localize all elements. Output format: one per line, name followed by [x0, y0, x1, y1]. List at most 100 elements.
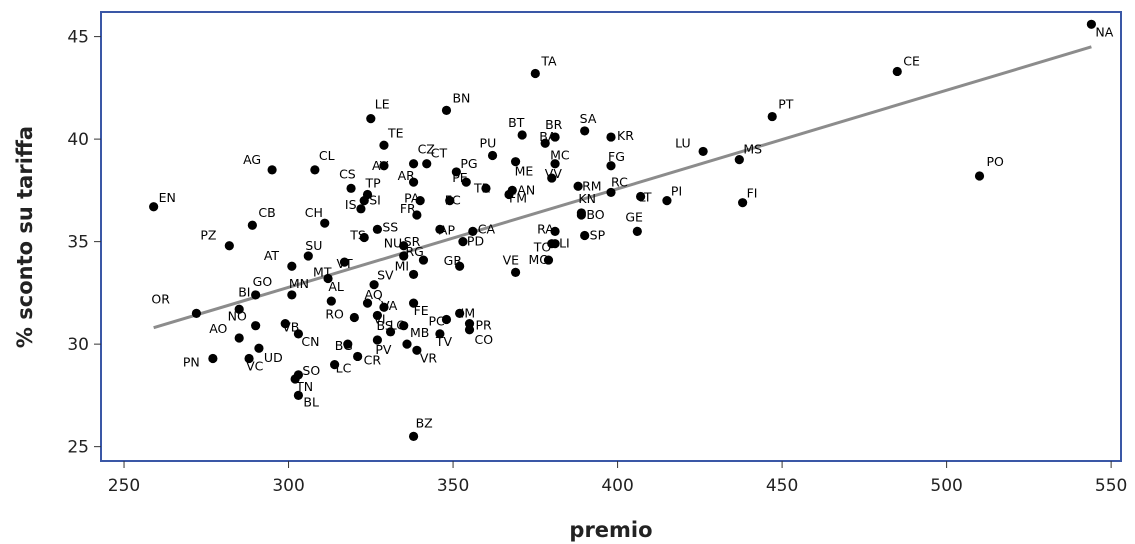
point-label-su: SU [305, 238, 322, 253]
point-label-tv: TV [435, 334, 453, 349]
point-label-pc: PC [428, 314, 445, 329]
point-rc [606, 187, 616, 198]
point-label-cz: CZ [418, 142, 435, 157]
point-ca [468, 226, 478, 236]
point-label-ms: MS [743, 142, 762, 157]
point-label-pr: PR [476, 318, 493, 333]
point-label-gr: GR [444, 253, 463, 268]
point-ra [550, 226, 560, 236]
point-label-va: VA [381, 298, 398, 313]
point-label-pa: PA [404, 191, 420, 206]
point-gr [455, 261, 465, 271]
point-label-bi: BI [238, 284, 250, 299]
point-label-ap: AP [439, 222, 456, 237]
point-rg [418, 255, 429, 265]
point-pv [372, 335, 382, 345]
point-bi [234, 304, 244, 314]
point-label-cr: CR [364, 352, 382, 367]
point-ag [267, 165, 277, 175]
point-label-vt: VT [336, 256, 353, 271]
point-cz [408, 159, 419, 169]
point-label-pz: PZ [200, 228, 216, 243]
point-label-kr: KR [617, 128, 634, 143]
point-label-tp: TP [365, 175, 382, 190]
point-cs [346, 183, 356, 193]
point-cn [293, 329, 304, 339]
point-fi [738, 198, 748, 208]
point-label-vv: VV [545, 166, 563, 181]
point-label-to: TO [533, 240, 552, 255]
point-pn [208, 353, 218, 364]
point-vi [372, 310, 382, 321]
point-pe [461, 177, 471, 187]
y-tick-label-35: 35 [67, 233, 89, 253]
y-tick-label-25: 25 [67, 438, 89, 458]
point-mo [543, 255, 554, 265]
point-label-po: PO [987, 154, 1005, 169]
point-label-le: LE [375, 97, 390, 112]
point-bs [385, 327, 396, 337]
point-label-bn: BN [452, 90, 470, 105]
point-label-pd: PD [467, 234, 484, 249]
point-label-bz: BZ [416, 415, 433, 430]
point-label-no: NO [228, 309, 247, 324]
point-label-cn: CN [301, 334, 319, 349]
point-label-sp: SP [590, 227, 606, 242]
y-axis-title: % sconto su tariffa [13, 126, 37, 348]
point-pc [441, 314, 452, 325]
point-label-ts: TS [349, 228, 366, 243]
point-label-rg: RG [405, 244, 423, 259]
point-label-tn: TN [295, 379, 313, 394]
point-ge [632, 226, 642, 236]
point-label-fi: FI [747, 186, 758, 201]
point-label-vi: VI [373, 311, 385, 326]
point-mt [323, 273, 333, 284]
point-mn [287, 290, 297, 300]
point-go [251, 290, 261, 300]
x-tick-label-550: 550 [1095, 476, 1127, 496]
point-label-cb: CB [258, 205, 275, 220]
point-label-ct: CT [431, 146, 448, 161]
point-label-pi: PI [671, 184, 682, 199]
data-points [149, 19, 1096, 441]
point-label-tr: TR [473, 180, 491, 195]
point-label-ar: AR [398, 168, 416, 183]
point-label-me: ME [515, 164, 534, 179]
point-mc [550, 159, 560, 169]
point-label-br: BR [545, 117, 563, 132]
point-label-go: GO [253, 274, 273, 289]
point-bo [576, 210, 586, 220]
x-tick-label-250: 250 [108, 476, 140, 496]
point-label-ve: VE [503, 252, 520, 267]
point-label-at: AT [264, 248, 280, 263]
x-tick-label-350: 350 [437, 476, 469, 496]
point-lc [330, 360, 340, 370]
point-va [379, 302, 389, 312]
y-tick-label-40: 40 [67, 130, 89, 150]
point-co [464, 325, 475, 335]
point-label-ao: AO [209, 321, 227, 336]
point-label-rc: RC [611, 174, 628, 189]
point-ts [359, 232, 369, 243]
point-sv [369, 280, 379, 290]
point-label-ce: CE [903, 53, 920, 68]
point-label-cs: CS [339, 166, 356, 181]
point-av [379, 161, 389, 171]
point-label-ud: UD [264, 350, 283, 365]
point-label-bt: BT [508, 115, 525, 130]
x-axis-title: premio [569, 518, 652, 542]
x-tick-label-300: 300 [272, 476, 304, 496]
point-label-mt: MT [313, 265, 332, 280]
point-label-sa: SA [580, 111, 597, 126]
point-label-bs: BS [377, 318, 393, 333]
point-label-cl: CL [319, 148, 335, 163]
point-label-or: OR [151, 291, 170, 306]
point-label-av: AV [372, 158, 389, 173]
point-or [191, 308, 202, 318]
point-tv [435, 329, 445, 339]
point-label-rm: RM [582, 178, 601, 193]
point-en [149, 202, 159, 212]
point-na [1086, 19, 1096, 29]
